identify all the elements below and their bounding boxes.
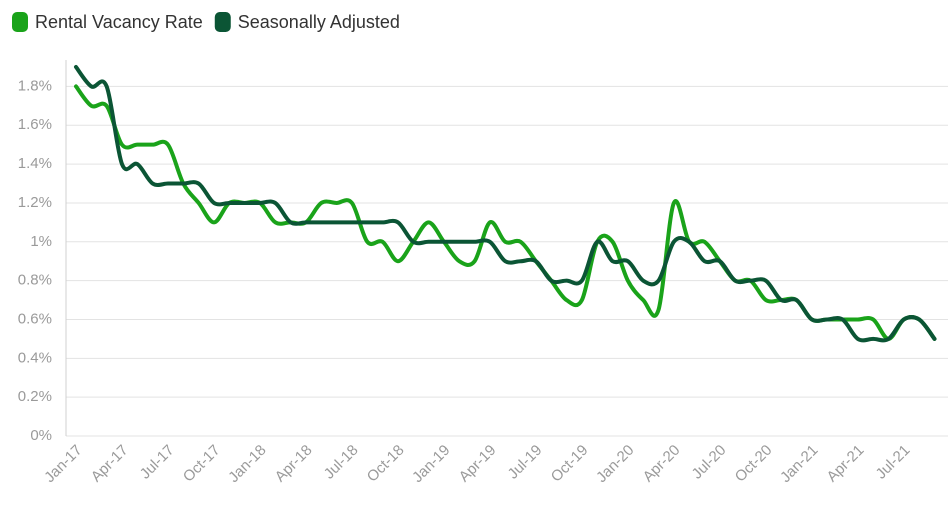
x-tick-label: Jan-19 bbox=[409, 442, 453, 486]
x-tick-label: Apr-18 bbox=[272, 442, 316, 486]
legend-label: Rental Vacancy Rate bbox=[35, 12, 203, 32]
legend-label: Seasonally Adjusted bbox=[238, 12, 400, 32]
legend-swatch bbox=[214, 12, 231, 32]
y-tick-label: 1.2% bbox=[18, 194, 52, 211]
y-tick-label: 1.8% bbox=[18, 77, 52, 94]
x-tick-label: Jul-21 bbox=[873, 442, 914, 483]
y-tick-label: 0.2% bbox=[18, 388, 52, 405]
x-tick-label: Jul-18 bbox=[321, 442, 362, 483]
y-tick-label: 1.6% bbox=[18, 116, 52, 133]
x-tick-label: Jul-19 bbox=[505, 442, 546, 483]
y-tick-label: 1% bbox=[30, 233, 52, 250]
x-tick-label: Jan-20 bbox=[593, 442, 637, 486]
x-tick-label: Jan-17 bbox=[41, 442, 85, 486]
legend-swatch bbox=[12, 12, 28, 32]
x-tick-label: Jan-21 bbox=[777, 442, 821, 486]
x-tick-label: Oct-17 bbox=[180, 442, 224, 486]
series-line bbox=[74, 65, 937, 343]
x-tick-label: Apr-19 bbox=[456, 442, 500, 486]
x-tick-label: Apr-21 bbox=[824, 442, 868, 486]
x-tick-label: Jan-18 bbox=[225, 442, 269, 486]
y-tick-label: 0% bbox=[30, 427, 52, 444]
x-tick-label: Oct-18 bbox=[364, 442, 408, 486]
x-tick-label: Oct-19 bbox=[548, 442, 592, 486]
y-tick-label: 0.6% bbox=[18, 310, 52, 327]
x-tick-label: Jul-17 bbox=[137, 442, 178, 483]
x-tick-label: Apr-20 bbox=[640, 442, 684, 486]
y-tick-label: 0.8% bbox=[18, 272, 52, 289]
x-tick-label: Oct-20 bbox=[732, 442, 776, 486]
x-tick-label: Jul-20 bbox=[689, 442, 730, 483]
y-tick-label: 1.4% bbox=[18, 155, 52, 172]
y-tick-label: 0.4% bbox=[18, 349, 52, 366]
series-line bbox=[74, 84, 937, 341]
x-tick-label: Apr-17 bbox=[88, 442, 132, 486]
